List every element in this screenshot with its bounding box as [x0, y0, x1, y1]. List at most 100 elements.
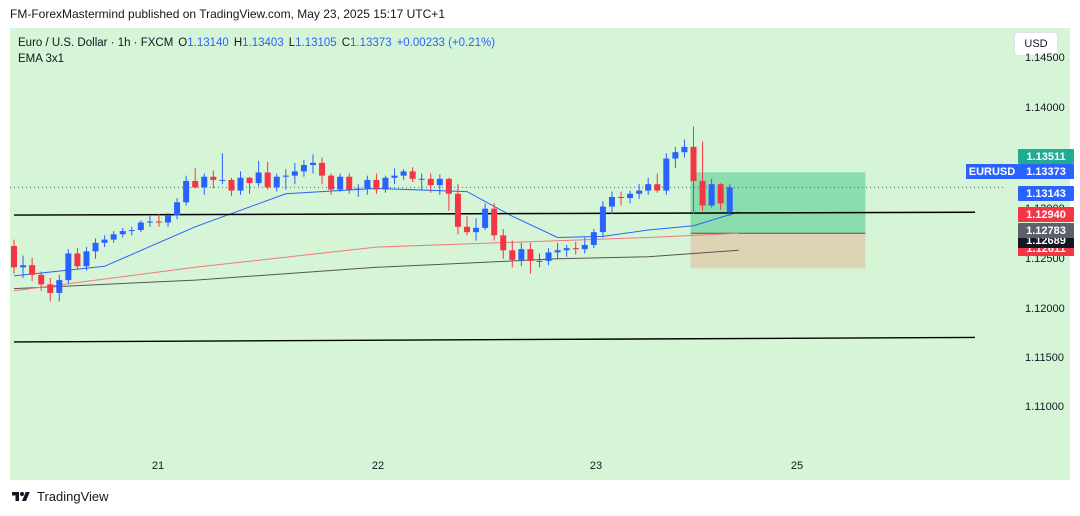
price-tick-label: 1.11000 — [1025, 401, 1064, 413]
candle-body — [690, 146, 697, 181]
candle-body — [201, 176, 208, 188]
time-tick-label: 22 — [371, 460, 385, 472]
candle-body — [427, 178, 434, 186]
ema-mid-tag: 1.12940 — [1018, 207, 1074, 222]
candle-body — [536, 260, 543, 262]
high-label: H — [233, 37, 243, 49]
profit-zone — [690, 172, 866, 234]
lower-trend-line — [13, 336, 976, 343]
candle-body — [155, 221, 162, 223]
low-value: 1.13105 — [295, 37, 337, 49]
symbol-line[interactable]: Euro / U.S. Dollar · 1h · FXCM — [18, 37, 174, 49]
candle-body — [572, 248, 579, 250]
change-value: +0.00233 (+0.21%) — [396, 37, 496, 49]
candle-body — [581, 244, 588, 250]
candle-body — [210, 176, 217, 180]
candle-body — [464, 226, 470, 233]
candle-body — [491, 208, 498, 236]
candle-body — [309, 162, 316, 165]
open-label: O — [178, 37, 188, 49]
ema-mid-line — [13, 232, 739, 292]
candle-body — [355, 188, 362, 190]
candle-body — [291, 171, 298, 176]
candle-body — [174, 202, 181, 216]
candle-body — [337, 176, 344, 190]
candle-body — [255, 172, 262, 184]
candle-body — [328, 175, 335, 190]
candle-body — [282, 175, 289, 177]
candle-body — [319, 162, 326, 176]
candle-body — [563, 248, 570, 251]
candle-body — [618, 196, 625, 199]
last-price-tag: 1.13373 — [1018, 164, 1074, 179]
candle-body — [119, 231, 126, 235]
candle-body — [11, 246, 17, 268]
high-value: 1.13403 — [242, 37, 284, 49]
take-profit-tag: 1.13511 — [1018, 149, 1074, 164]
price-tick-label: 1.11500 — [1025, 352, 1064, 364]
close-value: 1.13373 — [350, 37, 392, 49]
candle-body — [473, 227, 480, 233]
candle-body — [264, 172, 271, 188]
ema-fast-line — [13, 187, 739, 277]
candle-body — [382, 177, 389, 190]
currency-button[interactable]: USD — [1014, 32, 1058, 56]
ema-slow-tag: 1.12783 — [1018, 223, 1074, 238]
candle-body — [409, 171, 416, 179]
candle-body — [545, 252, 552, 261]
indicator-label[interactable]: EMA 3x1 — [18, 53, 65, 65]
price-tick-label: 1.14000 — [1025, 102, 1065, 114]
ema-fast-tag: 1.13143 — [1018, 186, 1074, 201]
brand-name: TradingView — [37, 489, 109, 504]
candle-body — [246, 177, 253, 184]
chart-legend: Euro / U.S. Dollar · 1h · FXCM O1.13140 … — [18, 35, 495, 67]
candle-body — [454, 193, 461, 227]
candle-body — [527, 249, 534, 261]
candle-body — [627, 193, 634, 199]
candle-body — [165, 215, 172, 223]
candle-body — [219, 179, 226, 181]
price-chart[interactable] — [10, 28, 1003, 480]
candle-body — [346, 176, 353, 190]
candle-body — [726, 187, 733, 212]
candle-body — [391, 175, 398, 178]
candle-body — [708, 184, 715, 206]
candle-body — [699, 180, 706, 206]
candle-body — [29, 265, 36, 275]
candle-body — [128, 230, 135, 232]
time-tick-label: 21 — [151, 460, 165, 472]
candle-body — [599, 206, 606, 233]
candle-body — [681, 146, 688, 153]
candle-body — [20, 265, 27, 268]
published-header: FM-ForexMastermind published on TradingV… — [10, 7, 445, 21]
candle-body — [92, 242, 99, 252]
loss-zone — [690, 233, 866, 269]
chart-frame[interactable]: Euro / U.S. Dollar · 1h · FXCM O1.13140 … — [10, 28, 1074, 480]
candle-body — [74, 253, 81, 267]
candle-body — [554, 250, 561, 253]
candle-body — [654, 184, 661, 191]
candle-body — [418, 178, 425, 180]
candle-body — [237, 177, 244, 191]
candle-body — [47, 284, 54, 293]
candle-body — [717, 184, 724, 204]
candle-body — [436, 178, 443, 186]
candle-body — [65, 253, 72, 281]
candle-body — [110, 234, 117, 240]
candle-body — [300, 164, 307, 172]
candle-body — [364, 179, 371, 189]
time-tick-label: 25 — [790, 460, 804, 472]
candle-body — [183, 180, 190, 203]
candle-body — [228, 179, 235, 191]
price-tick-label: 1.14500 — [1025, 52, 1065, 64]
candle-body — [137, 222, 144, 231]
tradingview-logo[interactable]: TradingView — [10, 489, 109, 504]
open-value: 1.13140 — [187, 37, 229, 49]
candle-body — [608, 196, 615, 207]
candle-body — [509, 250, 516, 260]
candle-body — [192, 180, 199, 188]
plot-area[interactable] — [10, 28, 1003, 480]
symbol-price-tag[interactable]: EURUSD — [966, 164, 1018, 179]
candle-body — [83, 251, 90, 267]
candle-body — [590, 232, 597, 245]
